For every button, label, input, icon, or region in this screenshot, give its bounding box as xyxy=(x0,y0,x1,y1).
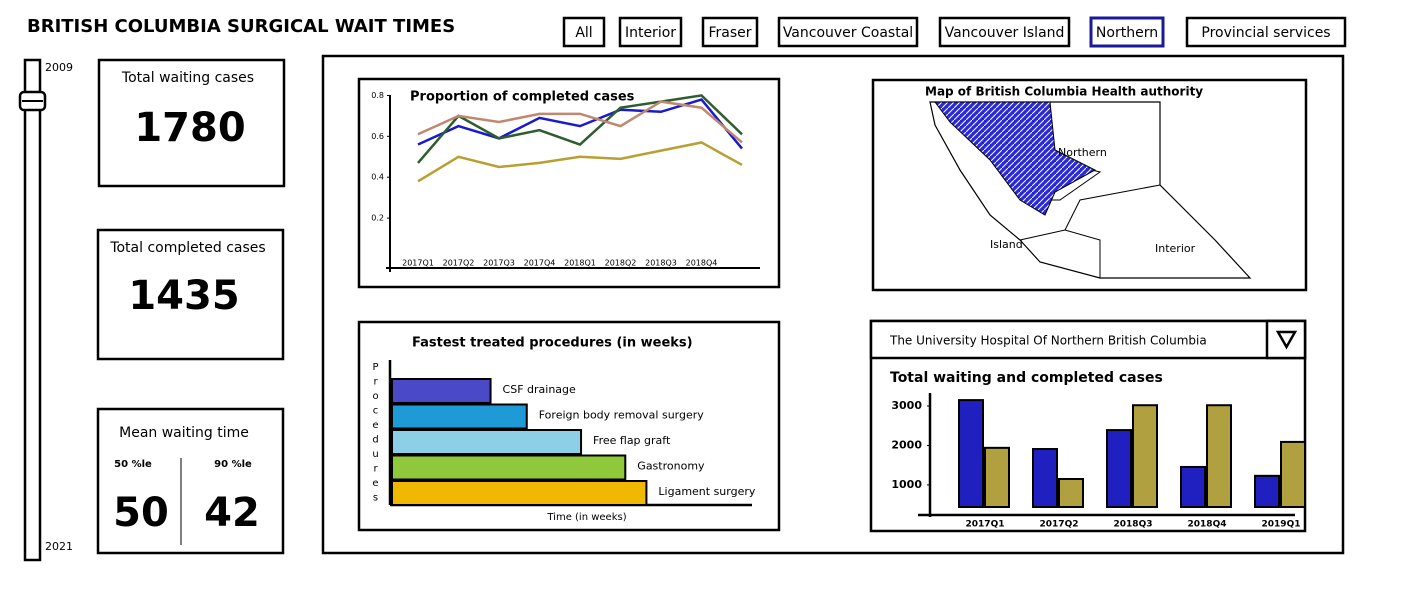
filter-tab[interactable] xyxy=(1185,16,1347,48)
region-label: Island xyxy=(990,238,1023,251)
kpi-card xyxy=(96,228,285,361)
filter-tab-label: Vancouver Coastal xyxy=(783,25,913,41)
line-series xyxy=(417,141,743,183)
x-tick-label: 2018Q1 xyxy=(564,259,596,268)
y-axis-label: Procedures xyxy=(370,362,381,507)
slider-end: 2021 xyxy=(45,540,73,553)
y-tick-label: 2000 xyxy=(891,438,922,451)
northern-region[interactable] xyxy=(934,101,1097,216)
bar xyxy=(1132,404,1158,508)
filter-tab-label: Provincial services xyxy=(1201,25,1330,41)
bar-label: CSF drainage xyxy=(503,383,576,396)
map-title: Map of British Columbia Health authority xyxy=(925,85,1203,99)
kpi-label: Total completed cases xyxy=(109,240,265,256)
filter-tab[interactable] xyxy=(562,16,606,48)
bar-label: Ligament surgery xyxy=(658,485,755,498)
bar-label: Free flap graft xyxy=(593,434,671,447)
kpi-label: Mean waiting time xyxy=(119,425,249,441)
kpi-card xyxy=(96,407,285,555)
bar xyxy=(1280,440,1306,508)
bar xyxy=(1206,404,1232,508)
chart-title: Total waiting and completed cases xyxy=(890,370,1163,386)
bar-label: Gastronomy xyxy=(637,460,705,473)
filter-tab-label: Vancouver Island xyxy=(945,25,1065,41)
line-series xyxy=(417,94,743,164)
filter-tab-label: Northern xyxy=(1096,25,1158,41)
x-tick-label: 2018Q3 xyxy=(1114,520,1153,530)
bar xyxy=(1058,477,1084,508)
filter-tab[interactable] xyxy=(938,16,1071,48)
y-tick-label: 0.8 xyxy=(371,91,384,100)
x-tick-label: 2017Q2 xyxy=(443,259,475,268)
bar xyxy=(391,378,492,404)
filter-tab[interactable] xyxy=(701,16,759,48)
bar xyxy=(1180,465,1206,509)
filter-tab-label: Fraser xyxy=(708,25,751,41)
y-tick-label: 3000 xyxy=(891,399,922,412)
x-tick-label: 2018Q3 xyxy=(645,259,677,268)
bar xyxy=(391,454,627,481)
hospital-dropdown[interactable] xyxy=(869,319,1307,360)
dropdown-arrow xyxy=(1275,330,1298,350)
kpi-label: Total waiting cases xyxy=(121,70,254,86)
kpi-value: 1435 xyxy=(128,273,239,319)
y-tick-label: 0.4 xyxy=(371,173,384,182)
dropdown-value: The University Hospital Of Northern Brit… xyxy=(889,334,1207,348)
chart-title: Fastest treated procedures (in weeks) xyxy=(412,336,693,351)
filter-tab-label: All xyxy=(575,25,592,41)
bar xyxy=(1032,448,1058,509)
year-slider[interactable] xyxy=(23,58,42,562)
bar xyxy=(958,399,984,508)
x-tick-label: 2018Q2 xyxy=(605,259,637,268)
kpi-value: 42 xyxy=(204,490,260,536)
bar-label: Foreign body removal surgery xyxy=(539,409,705,422)
x-tick-label: 2019Q1 xyxy=(1262,520,1301,530)
y-tick-label: 0.2 xyxy=(371,214,384,223)
slider-start: 2009 xyxy=(45,61,73,74)
y-tick-label: 1000 xyxy=(891,478,922,491)
bar xyxy=(391,403,528,430)
x-axis-label: Time (in weeks) xyxy=(546,512,626,523)
x-tick-label: 2017Q1 xyxy=(402,259,434,268)
kpi-value: 50 xyxy=(113,490,169,536)
filter-tab[interactable] xyxy=(618,16,683,48)
dropdown-button[interactable] xyxy=(1265,319,1307,360)
region-label: Interior xyxy=(1155,242,1196,255)
chart-title: Proportion of completed cases xyxy=(410,90,635,105)
filter-tab[interactable] xyxy=(1089,16,1165,48)
bar xyxy=(1254,474,1280,509)
filter-tab[interactable] xyxy=(777,16,919,48)
kpi-sublabel: 50 %le xyxy=(114,459,152,470)
region-label: Northern xyxy=(1058,146,1107,159)
x-tick-label: 2018Q4 xyxy=(686,259,718,268)
x-tick-label: 2017Q2 xyxy=(1040,520,1079,530)
x-tick-label: 2017Q4 xyxy=(524,259,556,268)
page-title: BRITISH COLUMBIA SURGICAL WAIT TIMES xyxy=(27,16,455,37)
kpi-value: 1780 xyxy=(134,105,245,151)
bar xyxy=(984,446,1010,508)
y-tick-label: 0.6 xyxy=(371,132,384,141)
x-tick-label: 2017Q3 xyxy=(483,259,515,268)
bar xyxy=(391,480,648,506)
kpi-card xyxy=(97,58,286,188)
kpi-sublabel: 90 %le xyxy=(214,459,252,470)
bar xyxy=(391,429,583,455)
bar xyxy=(1106,429,1132,509)
x-tick-label: 2017Q1 xyxy=(966,520,1005,530)
x-tick-label: 2018Q4 xyxy=(1188,520,1227,530)
filter-tab-label: Interior xyxy=(625,25,676,41)
line-series xyxy=(417,98,743,150)
line-series xyxy=(417,100,743,144)
